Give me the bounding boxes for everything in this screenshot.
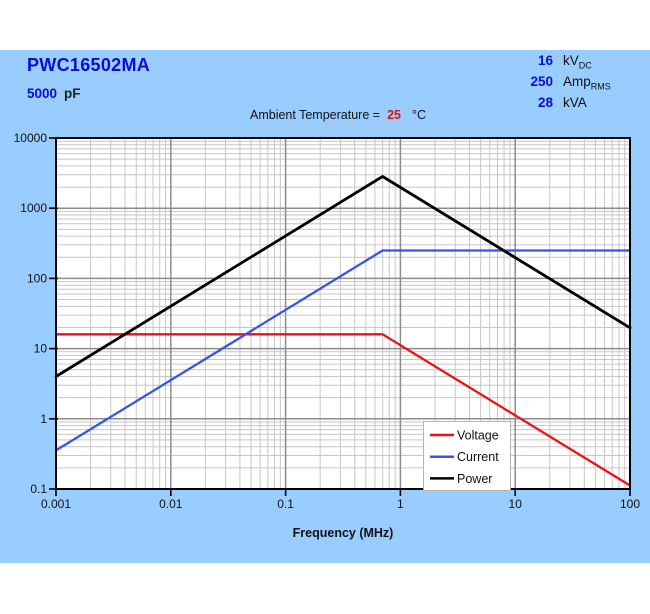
capacitance: 5000 pF — [27, 86, 81, 101]
capacitance-value: 5000 — [27, 86, 58, 101]
ambient-value: 25 — [387, 108, 401, 122]
x-tick-label: 1 — [397, 497, 404, 511]
y-tick-label: 0.1 — [30, 482, 47, 496]
legend-label-voltage: Voltage — [457, 429, 499, 443]
y-tick-label: 10 — [34, 342, 48, 356]
x-tick-label: 100 — [620, 497, 640, 511]
x-tick-label: 0.001 — [41, 497, 71, 511]
rating-current-unit-sub: RMS — [590, 81, 611, 92]
legend-label-current: Current — [457, 450, 499, 464]
x-tick-label: 0.01 — [159, 497, 183, 511]
rating-voltage-value: 16 — [537, 53, 553, 68]
capacitance-unit: pF — [64, 86, 81, 101]
ambient-temperature: Ambient Temperature = 25 °C — [250, 108, 426, 122]
rating-current: 250 AmpRMS — [505, 71, 611, 92]
rating-current-value: 250 — [530, 74, 553, 89]
x-axis-title: Frequency (MHz) — [293, 526, 394, 540]
ambient-label: Ambient Temperature = — [250, 108, 381, 122]
series-voltage — [54, 333, 632, 487]
ratings-block: 16 kVDC 250 AmpRMS 28 kVA — [505, 50, 611, 113]
rating-power-unit: kVA — [563, 95, 587, 110]
y-tick-label: 1000 — [20, 201, 47, 215]
legend: Voltage Current Power — [423, 421, 511, 491]
x-tick-label: 0.1 — [277, 497, 294, 511]
rating-power-value: 28 — [537, 95, 553, 110]
ambient-unit: °C — [411, 108, 426, 122]
part-number: PWC16502MA — [27, 55, 151, 75]
x-tick-label: 10 — [509, 497, 523, 511]
rating-voltage-unit: kV — [563, 53, 579, 68]
plot-area — [56, 138, 630, 489]
legend-label-power: Power — [457, 472, 492, 486]
plot-border — [55, 137, 631, 490]
grid-major — [56, 138, 630, 489]
rating-voltage-unit-sub: DC — [578, 60, 592, 71]
y-tick-labels: 0.1 1 10 100 1000 10000 — [14, 131, 48, 496]
x-tick-labels: 0.001 0.01 0.1 1 10 100 — [41, 497, 640, 511]
series-power — [54, 175, 632, 378]
y-tick-label: 10000 — [14, 131, 48, 145]
y-tick-label: 100 — [27, 271, 47, 285]
rating-power: 28 kVA — [505, 92, 611, 113]
y-tick-label: 1 — [40, 412, 47, 426]
series-current — [54, 249, 632, 452]
axis-ticks — [49, 137, 631, 496]
rating-voltage: 16 kVDC — [505, 50, 611, 71]
rating-current-unit: Amp — [563, 74, 591, 89]
